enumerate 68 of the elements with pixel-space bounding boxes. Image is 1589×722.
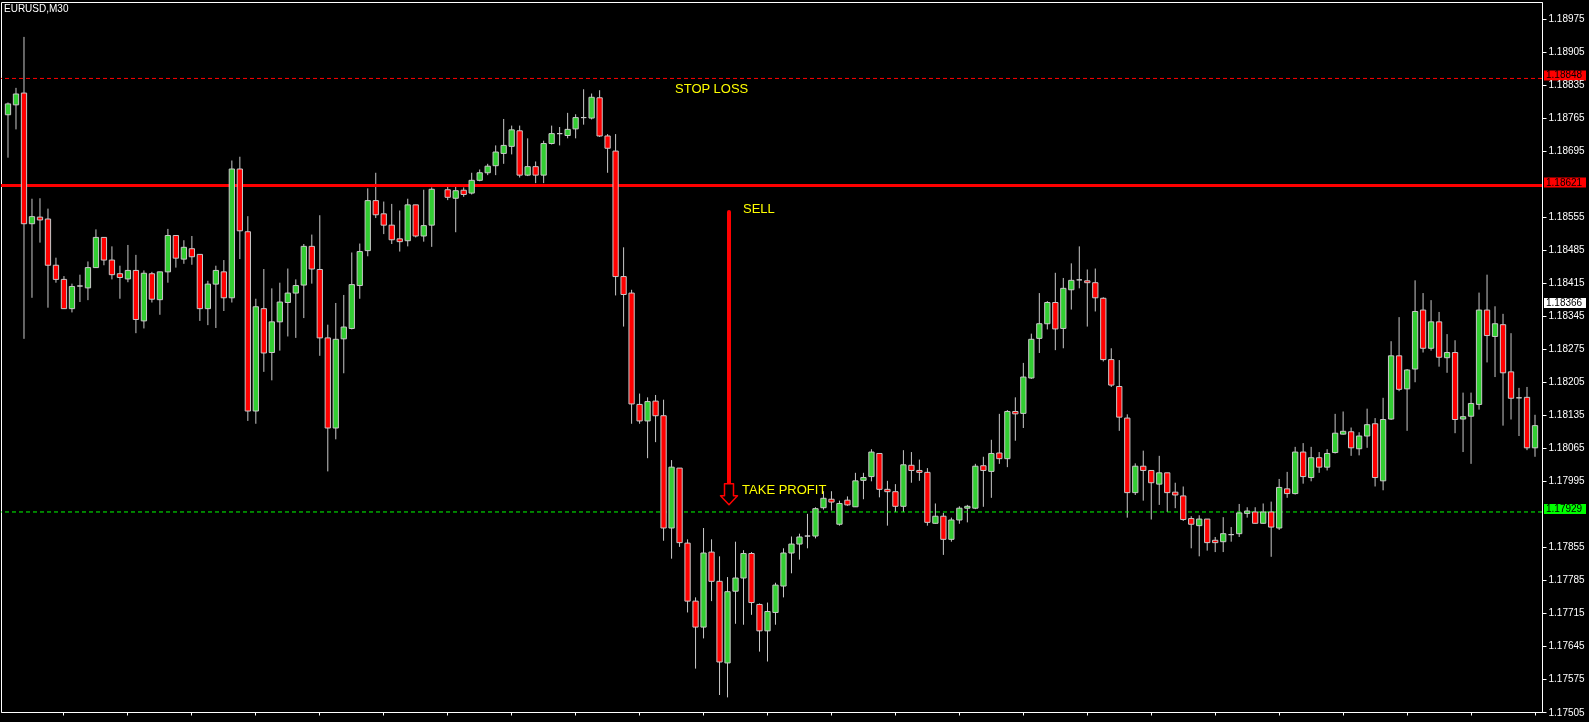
candlestick — [292, 278, 299, 339]
candlestick — [1339, 410, 1347, 436]
candlestick — [1324, 448, 1331, 471]
y-tick-label: 1.18415 — [1548, 277, 1586, 289]
candlestick — [172, 235, 180, 269]
candlestick — [1347, 427, 1355, 457]
y-tick-label: 1.18555 — [1548, 211, 1586, 223]
candlestick — [1491, 305, 1499, 378]
y-tick-label: 1.17785 — [1548, 574, 1586, 586]
text: 1.18366 — [1546, 296, 1583, 308]
y-tick-label: 1.18135 — [1548, 409, 1586, 421]
candlestick — [804, 513, 811, 549]
y-tick-label: 1.17855 — [1548, 541, 1586, 553]
y-tick-label: 1.18345 — [1548, 310, 1586, 322]
y-tick-label: 1.18485 — [1548, 244, 1586, 256]
y-tick-label: 1.18905 — [1548, 46, 1586, 58]
y-tick-label: 1.17575 — [1548, 673, 1586, 685]
candlestick — [1076, 245, 1083, 289]
y-tick-label: 1.18765 — [1548, 112, 1586, 124]
chart-title: EURUSD,M30 — [4, 3, 69, 14]
candlestick — [1403, 368, 1411, 432]
candlestick — [52, 257, 60, 284]
candlestick — [1268, 501, 1275, 558]
candlestick — [284, 268, 291, 337]
candlestick — [84, 260, 92, 301]
candlestick — [108, 245, 116, 280]
candlestick — [36, 197, 44, 244]
candlestick — [1531, 414, 1539, 458]
candlestick — [180, 239, 188, 265]
annotation: SELL — [742, 200, 775, 216]
ref-line-label: 1.17929 — [1546, 502, 1583, 514]
candlestick — [116, 265, 124, 300]
y-tick-label: 1.17645 — [1548, 640, 1586, 652]
candlestick — [1355, 431, 1363, 456]
y-tick-label: 1.18835 — [1548, 79, 1586, 91]
candlestick — [1316, 451, 1323, 474]
y-tick-label: 1.18695 — [1548, 145, 1586, 157]
y-tick-label: 1.18975 — [1548, 13, 1586, 25]
candlestick — [1459, 392, 1467, 453]
candlestick — [308, 234, 315, 285]
y-tick-label: 1.18205 — [1548, 376, 1586, 388]
annotation: STOP LOSS — [675, 81, 749, 97]
ref-line-label: 1.18621 — [1546, 176, 1583, 188]
y-tick-label: 1.17505 — [1548, 706, 1586, 718]
candlestick — [1443, 333, 1451, 374]
ref-line-label: 1.18848 — [1546, 69, 1583, 81]
y-tick-label: 1.18275 — [1548, 343, 1586, 355]
y-tick-label: 1.18065 — [1548, 442, 1586, 454]
candlestick — [100, 236, 108, 266]
candlestick — [1467, 392, 1475, 465]
candlestick — [1260, 502, 1267, 525]
candlestick — [4, 101, 12, 159]
candlestick — [1332, 413, 1339, 454]
candlestick — [124, 244, 132, 283]
candlestick — [212, 265, 219, 329]
candlestick — [276, 282, 283, 352]
candlestick — [1236, 503, 1243, 538]
candlestick — [76, 274, 84, 303]
candlestick — [1363, 408, 1371, 449]
candlestick — [28, 198, 36, 299]
candlestick — [1308, 446, 1315, 482]
annotation: TAKE PROFIT — [742, 481, 827, 497]
y-tick-label: 1.17995 — [1548, 475, 1586, 487]
candlestick — [68, 283, 76, 313]
candlestick — [12, 87, 20, 130]
candlestick — [188, 235, 196, 266]
y-tick-label: 1.17715 — [1548, 607, 1586, 619]
candlestick — [1284, 471, 1291, 499]
